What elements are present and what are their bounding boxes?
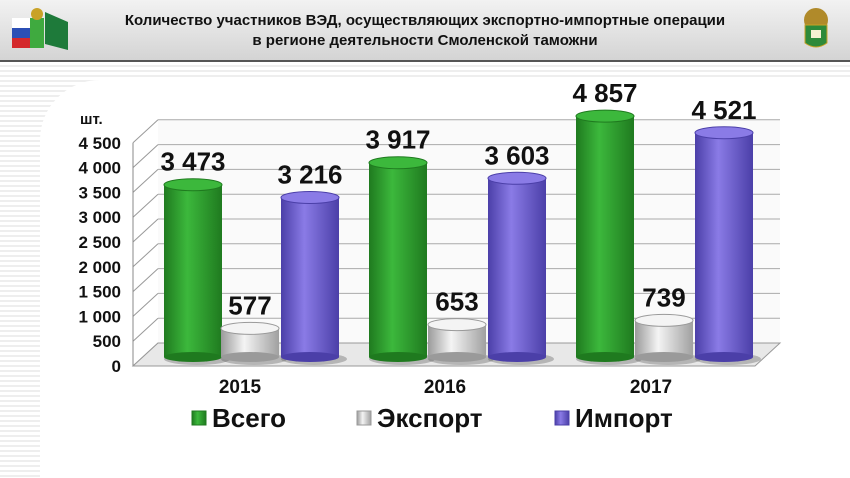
bar-top <box>634 313 694 327</box>
data-label: 3 603 <box>484 140 549 170</box>
y-tick-label: 2 000 <box>78 258 121 277</box>
y-tick-label: 2 500 <box>78 233 121 252</box>
bar-Всего <box>369 162 427 357</box>
back-wall <box>158 119 780 343</box>
y-axis-unit: шт. <box>80 111 103 128</box>
y-tick-label: 0 <box>112 357 121 376</box>
data-label: 4 857 <box>572 78 637 108</box>
legend-swatch-Всего <box>191 410 207 426</box>
y-tick-label: 4 000 <box>78 159 121 178</box>
bar-Импорт <box>281 197 339 357</box>
title-line-2: в регионе деятельности Смоленской таможн… <box>252 32 598 49</box>
legend-swatch-Экспорт <box>356 410 372 426</box>
x-tick-label: 2016 <box>424 377 466 398</box>
flags-emblem-logo <box>12 8 68 50</box>
grid-diagonal <box>132 293 159 317</box>
y-tick-label: 500 <box>93 332 121 351</box>
legend-label: Экспорт <box>377 403 483 433</box>
legend-swatch-Импорт <box>554 410 570 426</box>
data-label: 3 216 <box>277 159 342 189</box>
bar-bottom <box>369 352 427 362</box>
y-tick-label: 1 500 <box>78 283 121 302</box>
data-label: 4 521 <box>691 95 756 125</box>
bar-bottom <box>576 352 634 362</box>
bar-bottom <box>221 352 279 362</box>
data-label: 653 <box>435 287 478 317</box>
legend-label: Импорт <box>575 403 673 433</box>
grid-diagonal <box>132 193 159 218</box>
data-label: 3 917 <box>365 125 430 155</box>
bar-top <box>694 126 754 140</box>
bar-top <box>163 178 223 192</box>
grid-diagonal <box>132 317 159 342</box>
title-line-1: Количество участников ВЭД, осуществляющи… <box>124 12 726 29</box>
bar-top <box>280 190 340 204</box>
x-tick-label: 2017 <box>630 377 672 398</box>
bar-bottom <box>635 352 693 362</box>
bar-bottom <box>428 352 486 362</box>
y-tick-label: 1 000 <box>78 307 121 326</box>
bar-bottom <box>164 352 222 362</box>
grid-diagonal <box>132 268 159 292</box>
bar-top <box>575 109 635 123</box>
legend-label: Всего <box>212 403 286 433</box>
bar-top <box>220 321 280 335</box>
grid-diagonal <box>132 169 159 193</box>
bar-top <box>427 318 487 332</box>
x-tick-label: 2015 <box>219 377 262 398</box>
data-label: 577 <box>228 290 271 320</box>
grid-diagonal <box>132 243 159 268</box>
grid-diagonal <box>132 218 159 243</box>
bar-Всего <box>576 116 634 357</box>
grid-diagonal <box>132 119 159 144</box>
smolensk-emblem-logo <box>804 8 828 48</box>
bar-Импорт <box>695 132 753 357</box>
page-title: Количество участников ВЭД, осуществляющи… <box>110 11 740 51</box>
grid-diagonal <box>132 144 159 168</box>
data-label: 3 473 <box>160 147 225 177</box>
header: Количество участников ВЭД, осуществляющи… <box>0 0 850 62</box>
y-tick-label: 4 500 <box>78 134 121 153</box>
bar-top <box>368 156 428 170</box>
y-tick-label: 3 000 <box>78 208 121 227</box>
bar-Импорт <box>488 178 546 357</box>
bar-bottom <box>488 352 546 362</box>
y-tick-label: 3 500 <box>78 183 121 202</box>
bar-bottom <box>281 352 339 362</box>
bar-Всего <box>164 184 222 357</box>
bar-top <box>487 171 547 185</box>
data-label: 739 <box>642 282 685 312</box>
bar-bottom <box>695 352 753 362</box>
